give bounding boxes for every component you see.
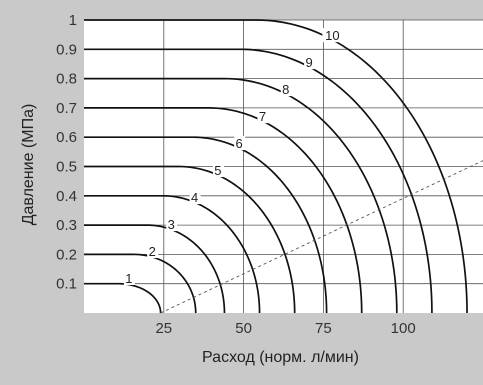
y-tick-label: 0.3: [56, 217, 77, 234]
series-label-7: 7: [259, 109, 266, 124]
y-axis-title: Давление (МПа): [20, 104, 37, 226]
y-tick-label: 0.6: [56, 129, 77, 146]
series-label-5: 5: [214, 163, 221, 178]
series-label-bg: [189, 190, 201, 205]
x-tick-label: 100: [391, 320, 416, 337]
series-label-4: 4: [191, 190, 198, 205]
series-label-bg: [280, 82, 292, 97]
series-curve-3: [84, 224, 226, 314]
y-tick-label: 0.5: [56, 159, 77, 176]
series-label-3: 3: [168, 217, 175, 232]
series-curve-9: [84, 48, 433, 314]
series-label-9: 9: [305, 55, 312, 70]
series-curve-10: [84, 19, 468, 314]
x-tick-label: 75: [315, 320, 332, 337]
series-curve-6: [84, 136, 328, 314]
series-label-10: 10: [325, 28, 339, 43]
series-curve-8: [84, 77, 398, 314]
x-tick-label: 25: [155, 320, 172, 337]
series-label-bg: [212, 163, 224, 178]
x-axis-title: Расход (норм. л/мин): [202, 349, 359, 366]
series-label-8: 8: [282, 82, 289, 97]
y-tick-label: 0.2: [56, 246, 77, 263]
x-tick-labels: 25 50 75 100: [155, 320, 415, 337]
y-tick-label: 0.4: [56, 188, 77, 205]
series-label-bg: [234, 136, 246, 151]
y-tick-label: 0.9: [56, 41, 77, 58]
y-tick-labels: 0.1 0.2 0.3 0.4 0.5 0.6 0.7 0.8 0.9 1: [56, 12, 77, 293]
y-tick-label: 0.8: [56, 71, 77, 88]
series-label-2: 2: [149, 244, 156, 259]
series-curve-4: [84, 194, 261, 314]
series-label-bg: [147, 244, 159, 259]
y-tick-label: 0.7: [56, 100, 77, 117]
series-curve-7: [84, 107, 363, 314]
series-label-1: 1: [125, 271, 132, 286]
series-labels: 1 23 4 56 7 8 9 10: [123, 28, 343, 286]
series-curve-5: [84, 165, 296, 314]
series-label-bg: [123, 271, 135, 286]
series-label-bg: [304, 55, 316, 70]
y-tick-label: 1: [69, 12, 77, 29]
x-tick-label: 50: [235, 320, 252, 337]
series-label-bg: [322, 28, 343, 43]
series-label-bg: [166, 217, 178, 232]
series-label-6: 6: [236, 136, 243, 151]
series-label-bg: [257, 109, 269, 124]
y-tick-label: 0.1: [56, 276, 77, 293]
